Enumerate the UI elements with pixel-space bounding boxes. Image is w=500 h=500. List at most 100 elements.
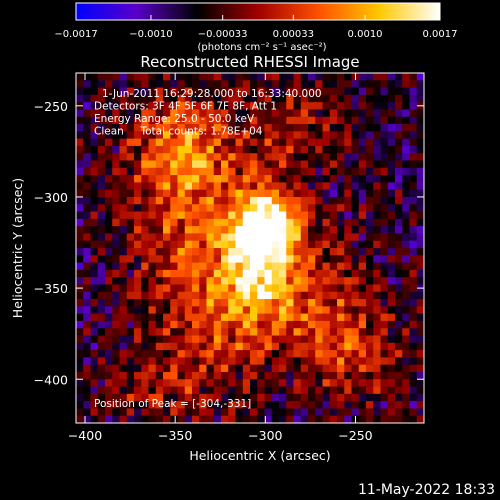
heatmap-cell bbox=[271, 145, 280, 154]
heatmap-cell bbox=[279, 342, 287, 351]
heatmap-cell bbox=[105, 284, 113, 293]
heatmap-cell bbox=[373, 335, 382, 344]
heatmap-cell bbox=[416, 131, 424, 140]
heatmap-cell bbox=[184, 189, 193, 198]
heatmap-cell bbox=[373, 401, 382, 410]
heatmap-cell bbox=[119, 124, 128, 132]
heatmap-cell bbox=[358, 211, 367, 220]
heatmap-cell bbox=[148, 116, 157, 125]
heatmap-cell bbox=[155, 196, 164, 205]
heatmap-cell bbox=[148, 153, 157, 162]
heatmap-cell bbox=[271, 226, 280, 235]
heatmap-cell bbox=[134, 175, 142, 183]
heatmap-cell bbox=[177, 109, 186, 118]
heatmap-cell bbox=[184, 364, 193, 373]
heatmap-cell bbox=[322, 153, 331, 162]
heatmap-cell bbox=[358, 226, 367, 235]
heatmap-cell bbox=[366, 284, 374, 293]
heatmap-cell bbox=[206, 182, 215, 191]
heatmap-cell bbox=[213, 160, 222, 169]
heatmap-cell bbox=[134, 284, 142, 293]
heatmap-cell bbox=[373, 357, 382, 366]
heatmap-cell bbox=[199, 291, 208, 300]
colorbar-tick-label: −0.00033 bbox=[198, 29, 248, 40]
heatmap-cell bbox=[206, 160, 215, 169]
heatmap-cell bbox=[322, 102, 331, 111]
heatmap-cell bbox=[141, 240, 150, 249]
heatmap-cell bbox=[235, 415, 244, 423]
heatmap-cell bbox=[242, 131, 251, 140]
heatmap-cell bbox=[148, 328, 157, 337]
heatmap-cell bbox=[97, 189, 106, 198]
heatmap-cell bbox=[184, 233, 193, 242]
heatmap-cell bbox=[206, 175, 215, 183]
heatmap-cell bbox=[155, 211, 164, 220]
heatmap-cell bbox=[141, 124, 150, 132]
heatmap-cell bbox=[134, 342, 142, 351]
heatmap-cell bbox=[293, 226, 302, 235]
heatmap-cell bbox=[387, 175, 396, 183]
heatmap-cell bbox=[308, 87, 316, 96]
heatmap-cell bbox=[308, 379, 316, 388]
heatmap-cell bbox=[373, 408, 382, 417]
heatmap-cell bbox=[235, 401, 244, 410]
heatmap-cell bbox=[257, 269, 266, 278]
heatmap-cell bbox=[286, 131, 295, 140]
heatmap-cell bbox=[373, 306, 382, 315]
heatmap-cell bbox=[409, 218, 418, 227]
heatmap-cell bbox=[221, 299, 229, 307]
heatmap-cell bbox=[206, 131, 215, 140]
heatmap-cell bbox=[257, 175, 266, 183]
heatmap-cell bbox=[192, 386, 200, 395]
heatmap-cell bbox=[83, 248, 92, 256]
heatmap-cell bbox=[250, 80, 258, 89]
heatmap-cell bbox=[90, 204, 99, 213]
heatmap-cell bbox=[351, 291, 360, 300]
heatmap-cell bbox=[409, 189, 418, 198]
heatmap-cell bbox=[380, 218, 389, 227]
heatmap-cell bbox=[134, 196, 142, 205]
heatmap-cell bbox=[155, 262, 164, 271]
heatmap-cell bbox=[308, 175, 316, 183]
heatmap-cell bbox=[213, 386, 222, 395]
heatmap-cell bbox=[395, 87, 403, 96]
heatmap-cell bbox=[337, 262, 345, 271]
heatmap-cell bbox=[380, 182, 389, 191]
heatmap-cell bbox=[177, 73, 186, 81]
heatmap-cell bbox=[184, 175, 193, 183]
heatmap-cell bbox=[329, 116, 338, 125]
heatmap-cell bbox=[170, 138, 179, 147]
heatmap-cell bbox=[264, 131, 273, 140]
heatmap-cell bbox=[416, 342, 424, 351]
heatmap-cell bbox=[358, 284, 367, 293]
heatmap-cell bbox=[119, 175, 128, 183]
heatmap-cell bbox=[242, 335, 251, 344]
heatmap-cell bbox=[264, 350, 273, 358]
heatmap-cell bbox=[170, 145, 179, 154]
heatmap-cell bbox=[119, 204, 128, 213]
heatmap-cell bbox=[315, 94, 324, 103]
heatmap-cell bbox=[76, 291, 84, 300]
heatmap-cell bbox=[329, 211, 338, 220]
heatmap-cell bbox=[148, 175, 157, 183]
heatmap-cell bbox=[134, 328, 142, 337]
heatmap-cell bbox=[402, 248, 411, 256]
heatmap-cell bbox=[213, 109, 222, 118]
heatmap-cell bbox=[221, 87, 229, 96]
heatmap-cell bbox=[192, 189, 200, 198]
heatmap-cell bbox=[395, 218, 403, 227]
heatmap-cell bbox=[387, 379, 396, 388]
heatmap-cell bbox=[286, 167, 295, 176]
heatmap-cell bbox=[126, 350, 135, 358]
heatmap-cell bbox=[242, 284, 251, 293]
heatmap-cell bbox=[228, 248, 237, 256]
heatmap-cell bbox=[300, 335, 309, 344]
heatmap-cell bbox=[76, 328, 84, 337]
heatmap-cell bbox=[105, 306, 113, 315]
heatmap-cell bbox=[83, 313, 92, 322]
heatmap-cell bbox=[380, 240, 389, 249]
heatmap-cell bbox=[279, 386, 287, 395]
heatmap-cell bbox=[213, 73, 222, 81]
heatmap-cell bbox=[264, 73, 273, 81]
